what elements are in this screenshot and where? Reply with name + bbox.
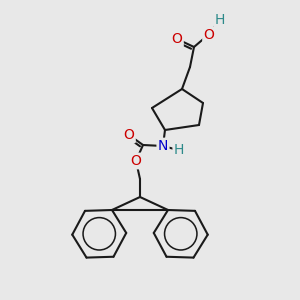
Text: O: O [124, 128, 134, 142]
Text: N: N [158, 139, 168, 153]
Text: O: O [172, 32, 182, 46]
Text: O: O [130, 154, 141, 168]
Text: H: H [174, 143, 184, 157]
Text: H: H [215, 13, 225, 27]
Text: O: O [204, 28, 214, 42]
